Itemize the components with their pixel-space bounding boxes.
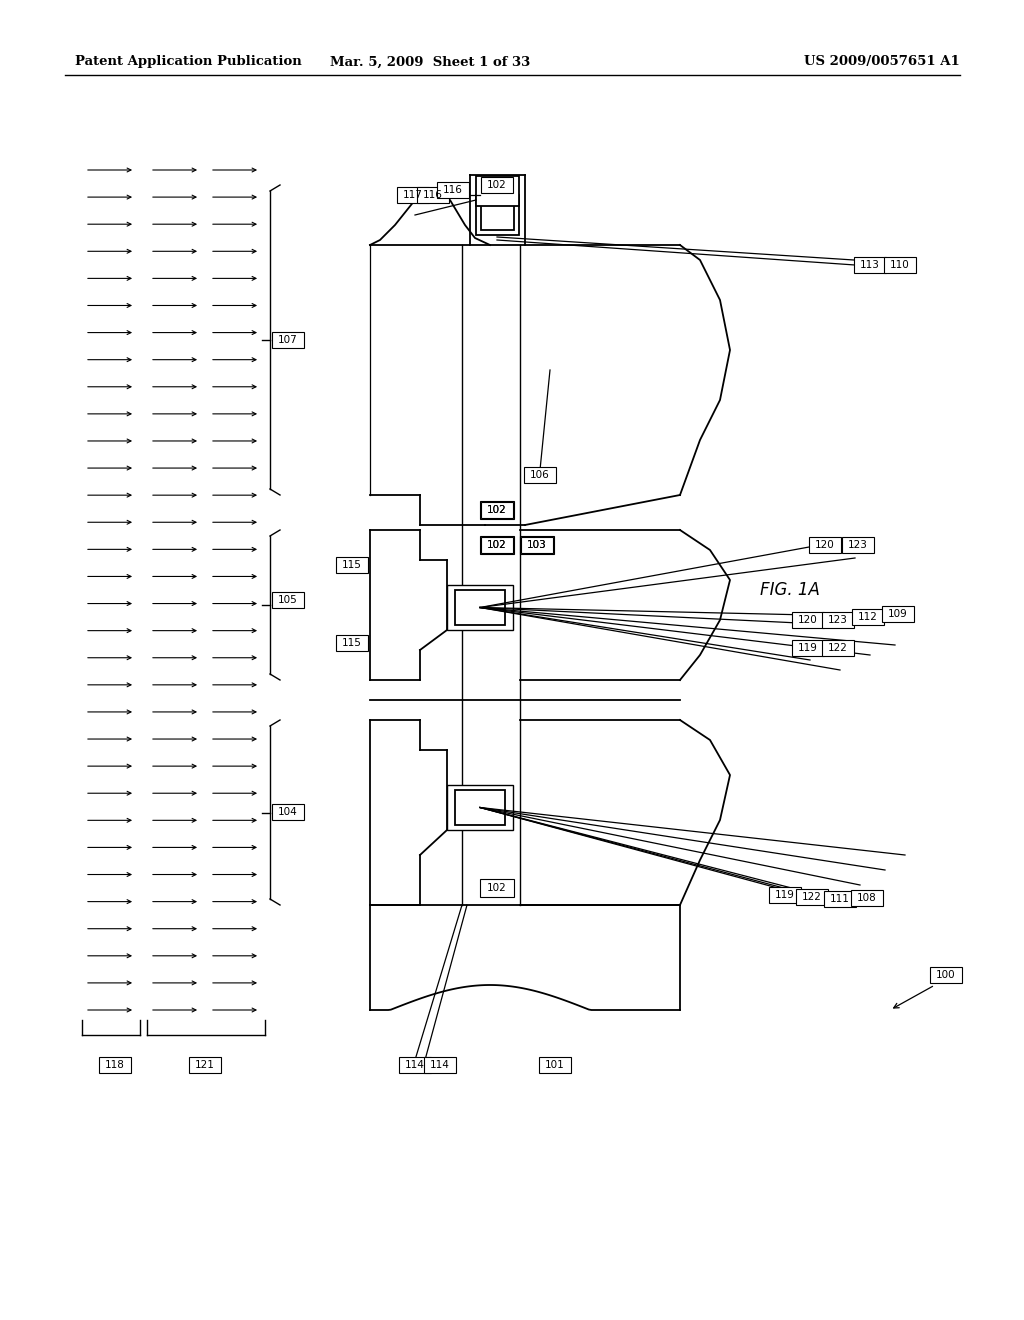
Bar bbox=[336, 557, 368, 573]
Text: 107: 107 bbox=[279, 335, 298, 345]
Text: 123: 123 bbox=[828, 615, 848, 624]
Text: 118: 118 bbox=[105, 1060, 125, 1071]
Bar bbox=[521, 537, 553, 553]
Text: 121: 121 bbox=[195, 1060, 215, 1071]
Bar bbox=[417, 187, 449, 203]
Bar bbox=[481, 537, 513, 553]
Text: 111: 111 bbox=[830, 894, 850, 904]
Bar bbox=[792, 640, 824, 656]
Text: 110: 110 bbox=[890, 260, 910, 271]
Bar bbox=[480, 536, 514, 554]
Text: 119: 119 bbox=[798, 643, 818, 653]
Text: 115: 115 bbox=[342, 560, 361, 570]
Bar bbox=[822, 640, 854, 656]
Text: Mar. 5, 2009  Sheet 1 of 33: Mar. 5, 2009 Sheet 1 of 33 bbox=[330, 55, 530, 69]
Bar bbox=[480, 879, 514, 898]
Bar bbox=[272, 804, 304, 820]
Bar bbox=[796, 888, 828, 906]
Bar bbox=[809, 537, 841, 553]
Text: 114: 114 bbox=[430, 1060, 450, 1071]
Bar bbox=[481, 201, 514, 230]
Bar bbox=[447, 785, 513, 830]
Bar bbox=[524, 467, 556, 483]
Bar bbox=[336, 635, 368, 651]
Bar bbox=[272, 333, 304, 348]
Text: 123: 123 bbox=[848, 540, 868, 550]
Text: 104: 104 bbox=[279, 807, 298, 817]
Text: 102: 102 bbox=[487, 180, 507, 190]
Text: 120: 120 bbox=[798, 615, 818, 624]
Text: FIG. 1A: FIG. 1A bbox=[760, 581, 820, 599]
Bar bbox=[447, 585, 513, 630]
Text: 119: 119 bbox=[775, 890, 795, 900]
Bar bbox=[476, 176, 519, 206]
Text: 109: 109 bbox=[888, 609, 908, 619]
Text: 102: 102 bbox=[487, 506, 507, 515]
Bar bbox=[476, 195, 519, 235]
Bar bbox=[769, 887, 801, 903]
Text: 116: 116 bbox=[423, 190, 443, 201]
Bar bbox=[399, 1057, 431, 1073]
Text: 116: 116 bbox=[443, 185, 463, 195]
Bar bbox=[824, 891, 856, 907]
Bar bbox=[455, 789, 505, 825]
Text: 122: 122 bbox=[828, 643, 848, 653]
Text: 100: 100 bbox=[936, 970, 955, 979]
Bar bbox=[822, 612, 854, 628]
Text: 122: 122 bbox=[802, 892, 822, 902]
Text: 103: 103 bbox=[527, 540, 547, 550]
Text: 117: 117 bbox=[403, 190, 423, 201]
Text: 105: 105 bbox=[279, 595, 298, 605]
Bar bbox=[539, 1057, 571, 1073]
Bar bbox=[884, 257, 916, 273]
Bar bbox=[455, 590, 505, 624]
Text: 103: 103 bbox=[527, 540, 547, 550]
Text: Patent Application Publication: Patent Application Publication bbox=[75, 55, 302, 69]
Bar bbox=[480, 502, 514, 519]
Text: 114: 114 bbox=[406, 1060, 425, 1071]
Bar bbox=[930, 968, 962, 983]
Bar bbox=[520, 536, 554, 554]
Bar bbox=[851, 890, 883, 906]
Bar bbox=[882, 606, 914, 622]
Text: US 2009/0057651 A1: US 2009/0057651 A1 bbox=[804, 55, 961, 69]
Text: 102: 102 bbox=[487, 540, 507, 550]
Text: 115: 115 bbox=[342, 638, 361, 648]
Text: 102: 102 bbox=[487, 506, 507, 515]
Bar bbox=[792, 612, 824, 628]
Bar bbox=[189, 1057, 221, 1073]
Bar bbox=[842, 537, 874, 553]
Text: 112: 112 bbox=[858, 612, 878, 622]
Text: 108: 108 bbox=[857, 894, 877, 903]
Bar bbox=[424, 1057, 456, 1073]
Text: 102: 102 bbox=[487, 883, 507, 894]
Bar bbox=[481, 177, 513, 193]
Text: 101: 101 bbox=[545, 1060, 565, 1071]
Bar bbox=[481, 502, 513, 517]
Bar bbox=[99, 1057, 131, 1073]
Text: 113: 113 bbox=[860, 260, 880, 271]
Bar bbox=[852, 609, 884, 624]
Bar bbox=[272, 591, 304, 609]
Bar bbox=[397, 187, 429, 203]
Text: 106: 106 bbox=[530, 470, 550, 480]
Bar bbox=[854, 257, 886, 273]
Bar bbox=[437, 182, 469, 198]
Text: 102: 102 bbox=[487, 540, 507, 550]
Text: 120: 120 bbox=[815, 540, 835, 550]
